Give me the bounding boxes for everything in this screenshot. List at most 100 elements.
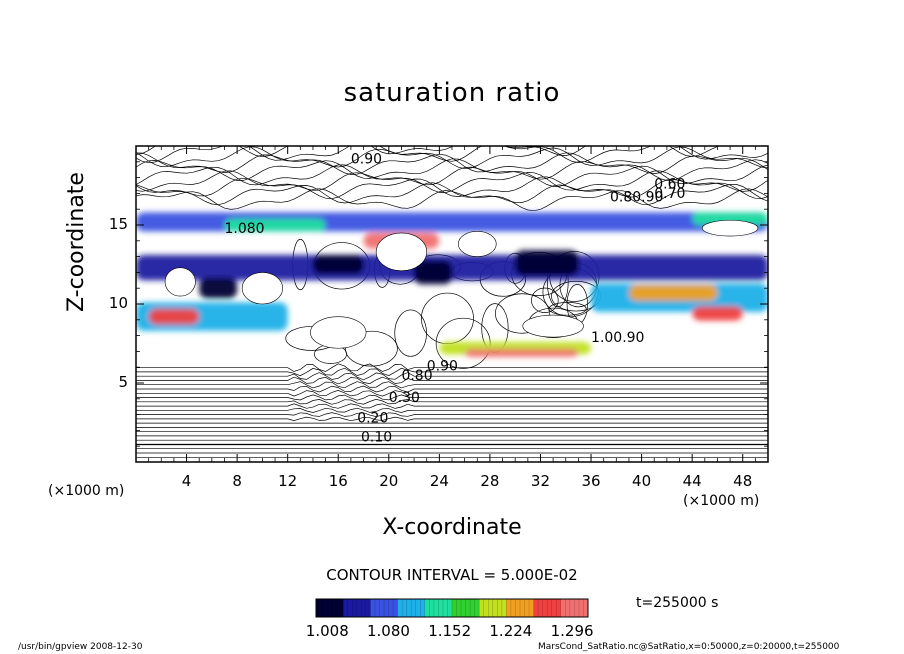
colorbar-band	[424, 599, 430, 617]
colorbar-band	[393, 599, 398, 617]
colorbar-band	[316, 599, 321, 617]
colorbar-band	[583, 599, 589, 617]
colorbar-band	[520, 599, 525, 617]
colorbar-tick-label: 1.008	[305, 622, 349, 640]
colorbar-band	[420, 599, 426, 617]
colorbar-band	[474, 599, 480, 617]
colorbar-band	[538, 599, 543, 617]
colorbar-frame	[315, 598, 589, 618]
heatmap-cell	[629, 285, 718, 301]
colorbar-band	[560, 599, 566, 617]
colorbar-band	[343, 599, 349, 617]
colorbar-band	[452, 599, 457, 617]
x-tick-label: 32	[530, 472, 551, 490]
x-tick-label: 40	[632, 472, 652, 490]
colorbar-band	[465, 599, 471, 617]
heatmap-cell	[199, 277, 238, 299]
colorbar-band	[479, 599, 485, 617]
x-axis-label: X-coordinate	[382, 515, 522, 540]
contour-interval-text: CONTOUR INTERVAL = 5.000E-02	[326, 566, 578, 584]
colorbar-band	[388, 599, 394, 617]
x-tick-label: 8	[232, 472, 242, 490]
heatmap-cell	[692, 212, 768, 225]
colorbar-band	[384, 599, 389, 617]
colorbar-tick-label: 1.224	[489, 622, 533, 640]
footer-source: MarsCond_SatRatio.nc@SatRatio,x=0:50000,…	[538, 642, 840, 652]
colorbar-band	[515, 599, 521, 617]
contour-label: 1.080	[224, 221, 264, 237]
colorbar-band	[551, 599, 557, 617]
colorbar-band	[379, 599, 385, 617]
colorbar-band	[569, 599, 575, 617]
colorbar-band	[365, 599, 371, 617]
heatmap-cell	[414, 260, 452, 285]
colorbar-band	[510, 599, 516, 617]
subsaturated-patch	[375, 232, 428, 272]
colorbar-band	[356, 599, 362, 617]
colorbar-band	[397, 599, 403, 617]
contour-lines	[136, 146, 768, 458]
colorbar-band	[329, 599, 335, 617]
y-tick-label: 15	[108, 215, 128, 233]
heatmap-cell	[464, 349, 579, 357]
contour-label: 0.30	[389, 390, 420, 406]
contour-label: 0.80.90	[610, 189, 663, 205]
contour-label: 0.90	[351, 151, 382, 167]
chart-title: saturation ratio	[343, 78, 561, 108]
colorbar-band	[501, 599, 507, 617]
x-tick-label: 4	[181, 472, 192, 490]
colorbar-band	[320, 599, 326, 617]
subsaturated-patch	[241, 272, 283, 305]
x-tick-label: 44	[682, 472, 702, 490]
colorbar-band	[415, 599, 421, 617]
colorbar-band	[483, 599, 489, 617]
colorbar-band	[578, 599, 584, 617]
colorbar-band	[461, 599, 466, 617]
colorbar-band	[433, 599, 439, 617]
heatmap-cell	[313, 255, 364, 274]
colorbar-band	[556, 599, 562, 617]
colorbar-tick-label: 1.296	[550, 622, 594, 640]
x-tick-label: 28	[480, 472, 500, 490]
colorbar-band	[334, 599, 339, 617]
colorbar-band	[361, 599, 367, 617]
contour-label: 0.10	[361, 429, 392, 445]
colorbar-band	[542, 599, 548, 617]
colorbar-band	[374, 599, 380, 617]
contour-label: 0.20	[357, 411, 388, 427]
footer-program: /usr/bin/gpview 2008-12-30	[18, 642, 143, 652]
heatmap-cell	[136, 255, 768, 281]
subsaturated-patch	[701, 219, 759, 237]
y-tick-label: 10	[108, 294, 128, 312]
colorbar-tick-label: 1.080	[367, 622, 410, 640]
contour-label: 1.00.90	[591, 330, 644, 346]
colorbar-band	[529, 599, 534, 617]
colorbar-band	[411, 599, 417, 617]
colorbar-band	[406, 599, 412, 617]
subsaturated-patch	[310, 316, 367, 349]
colorbar-band	[574, 599, 580, 617]
colorbar-band	[429, 599, 435, 617]
x-tick-label: 24	[429, 472, 449, 490]
x-unit-label-right: (×1000 m)	[683, 493, 760, 509]
colorbar-band	[352, 599, 358, 617]
colorbar-band	[338, 599, 344, 617]
x-unit-label-left: (×1000 m)	[48, 483, 125, 499]
colorbar-band	[438, 599, 444, 617]
colorbar-band	[402, 599, 407, 617]
colorbar-band	[325, 599, 330, 617]
colorbar-band	[456, 599, 462, 617]
subsaturated-patch	[164, 267, 196, 297]
colorbar-band	[470, 599, 475, 617]
colorbar-band	[524, 599, 530, 617]
x-tick-label: 36	[581, 472, 601, 490]
contour-label: 0.60	[654, 177, 685, 193]
contour-label: 0.70	[654, 186, 685, 202]
heatmap-cell	[515, 250, 579, 276]
heatmap-cell	[224, 218, 326, 232]
heatmap-cell	[692, 306, 743, 321]
colorbar-tick-label: 1.152	[428, 622, 472, 640]
colorbar-band	[370, 599, 376, 617]
x-tick-label: 16	[328, 472, 348, 490]
